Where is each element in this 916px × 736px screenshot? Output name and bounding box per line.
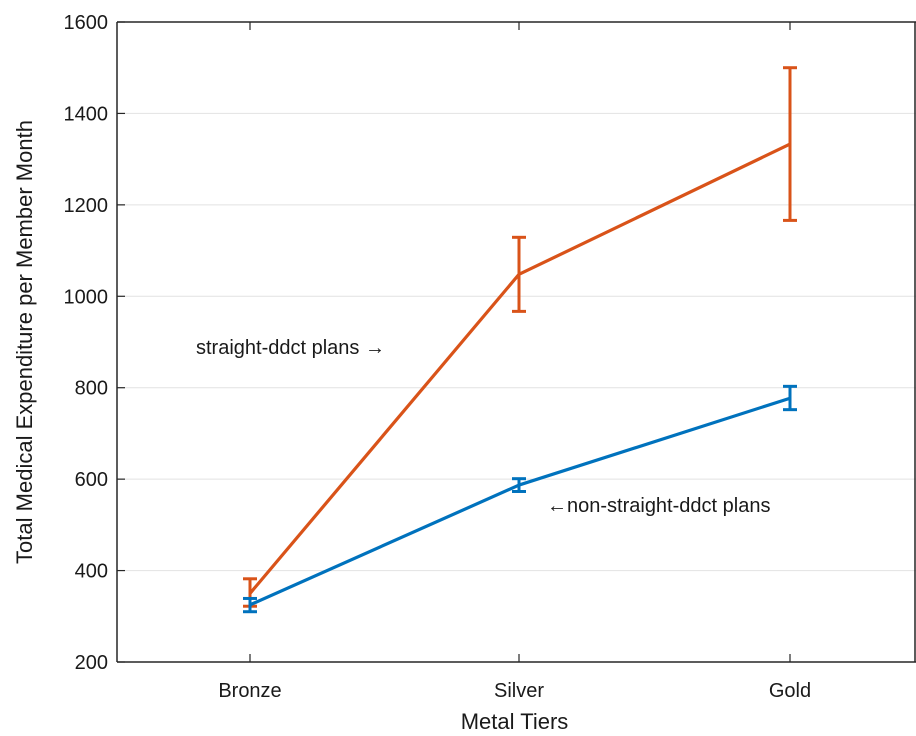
y-tick-label: 800 [75, 378, 108, 400]
labels: 200 400 600 800 1000 1200 1400 1600 Bronze Silver… [12, 12, 811, 734]
x-axis-label: Metal Tiers [461, 709, 569, 734]
series-line [248, 142, 791, 595]
y-tick-label: 1200 [64, 195, 109, 217]
x-tick-label: Bronze [218, 680, 281, 702]
y-tick-label: 1000 [64, 286, 109, 308]
annotation-non-straight-ddct: ←non-straight-ddct plans [547, 495, 770, 517]
y-tick-label: 400 [75, 561, 108, 583]
grid-lines [117, 112, 916, 572]
annotation-straight-ddct: straight-ddct plans → [196, 337, 385, 359]
y-tick-label: 200 [75, 652, 108, 674]
series-layer [243, 66, 797, 614]
x-tick-label: Silver [494, 680, 544, 702]
y-tick-label: 1400 [64, 103, 109, 125]
y-tick-label: 1600 [64, 12, 109, 34]
y-tick-label: 600 [75, 469, 108, 491]
axes [116, 21, 916, 663]
x-tick-label: Gold [769, 680, 811, 702]
y-axis-label: Total Medical Expenditure per Member Mon… [12, 120, 37, 564]
